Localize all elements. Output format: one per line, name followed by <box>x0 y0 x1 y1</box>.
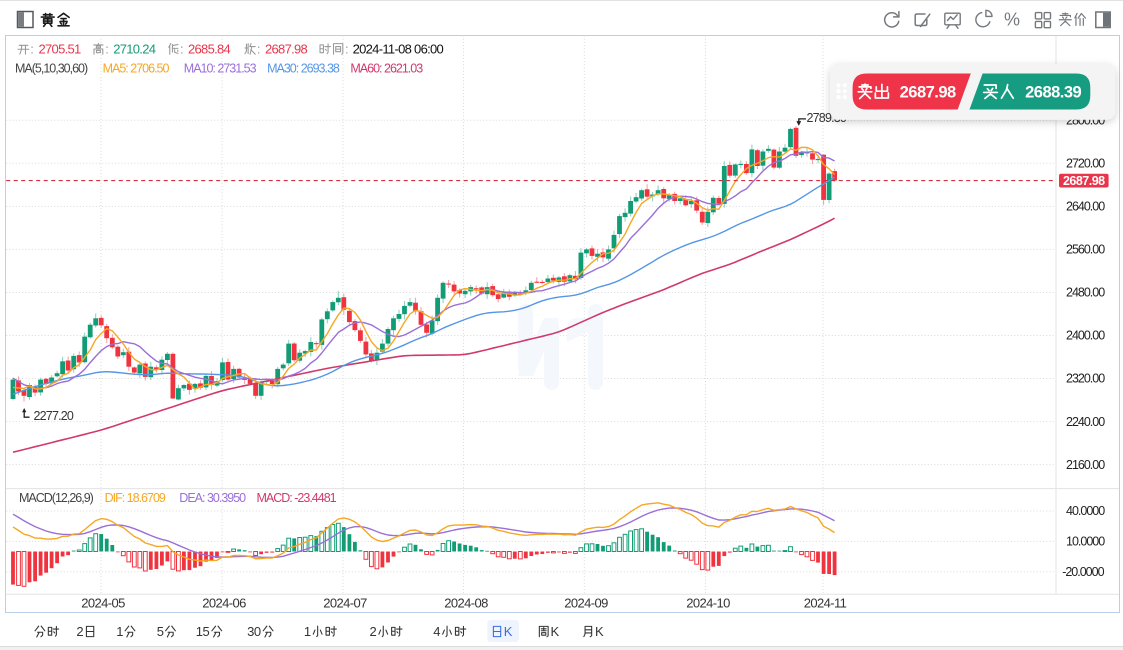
svg-text:2024-11: 2024-11 <box>804 596 847 611</box>
svg-text::: : <box>105 42 109 57</box>
svg-text:DIF: 18.6709: DIF: 18.6709 <box>105 491 166 505</box>
svg-text:2400.00: 2400.00 <box>1066 329 1105 343</box>
svg-text:2710.24: 2710.24 <box>113 42 156 57</box>
svg-text:10.0000: 10.0000 <box>1066 535 1105 549</box>
svg-text:2687.98: 2687.98 <box>900 83 956 101</box>
svg-text:2480.00: 2480.00 <box>1066 286 1105 300</box>
svg-text:MA(5,10,30,60): MA(5,10,30,60) <box>15 61 88 75</box>
svg-text:15: 15 <box>196 624 210 639</box>
svg-text:2688.39: 2688.39 <box>1025 83 1081 101</box>
svg-text:2024-05: 2024-05 <box>81 596 125 611</box>
svg-text:2024-07: 2024-07 <box>323 596 367 611</box>
svg-text::: : <box>30 42 34 57</box>
svg-text::: : <box>257 42 261 57</box>
svg-text:2024-06: 2024-06 <box>202 596 246 611</box>
svg-text:2640.00: 2640.00 <box>1066 200 1105 214</box>
svg-text::: : <box>180 42 184 57</box>
svg-text:2705.51: 2705.51 <box>39 42 82 57</box>
svg-text:2320.00: 2320.00 <box>1066 372 1105 386</box>
svg-text:1: 1 <box>116 624 123 639</box>
svg-text:30: 30 <box>247 624 261 639</box>
svg-text:2: 2 <box>76 624 83 639</box>
svg-text:K: K <box>551 624 560 639</box>
svg-text:2024-11-08 06:00: 2024-11-08 06:00 <box>353 42 444 57</box>
svg-text:2685.84: 2685.84 <box>188 42 231 57</box>
svg-text:K: K <box>595 624 604 639</box>
svg-text:K: K <box>504 624 513 639</box>
svg-text:MACD: -23.4481: MACD: -23.4481 <box>257 491 337 505</box>
svg-text:-20.0000: -20.0000 <box>1062 565 1104 579</box>
svg-text:MACD(12,26,9): MACD(12,26,9) <box>19 491 94 505</box>
svg-text:2024-09: 2024-09 <box>564 596 608 611</box>
svg-text:2: 2 <box>370 624 377 639</box>
svg-text:2560.00: 2560.00 <box>1066 243 1105 257</box>
svg-text:2720.00: 2720.00 <box>1066 157 1105 171</box>
svg-text:5: 5 <box>157 624 164 639</box>
svg-text:1: 1 <box>304 624 311 639</box>
svg-text:MA5: 2706.50: MA5: 2706.50 <box>103 61 170 75</box>
svg-text:%: % <box>1004 10 1020 30</box>
svg-text:2240.00: 2240.00 <box>1066 415 1105 429</box>
svg-text:2160.00: 2160.00 <box>1066 458 1105 472</box>
svg-text:2277.20: 2277.20 <box>34 409 74 423</box>
svg-text:MA60: 2621.03: MA60: 2621.03 <box>350 61 423 75</box>
svg-text:MA30: 2693.38: MA30: 2693.38 <box>267 61 340 75</box>
svg-text:40.0000: 40.0000 <box>1066 504 1105 518</box>
svg-text:4: 4 <box>433 624 440 639</box>
svg-text:2024-08: 2024-08 <box>444 596 488 611</box>
svg-text:2024-10: 2024-10 <box>686 596 730 611</box>
svg-text:2687.98: 2687.98 <box>265 42 308 57</box>
svg-text:DEA: 30.3950: DEA: 30.3950 <box>179 491 246 505</box>
svg-text:2687.98: 2687.98 <box>1063 174 1105 188</box>
svg-text:MA10: 2731.53: MA10: 2731.53 <box>184 61 257 75</box>
svg-text::: : <box>345 42 349 57</box>
